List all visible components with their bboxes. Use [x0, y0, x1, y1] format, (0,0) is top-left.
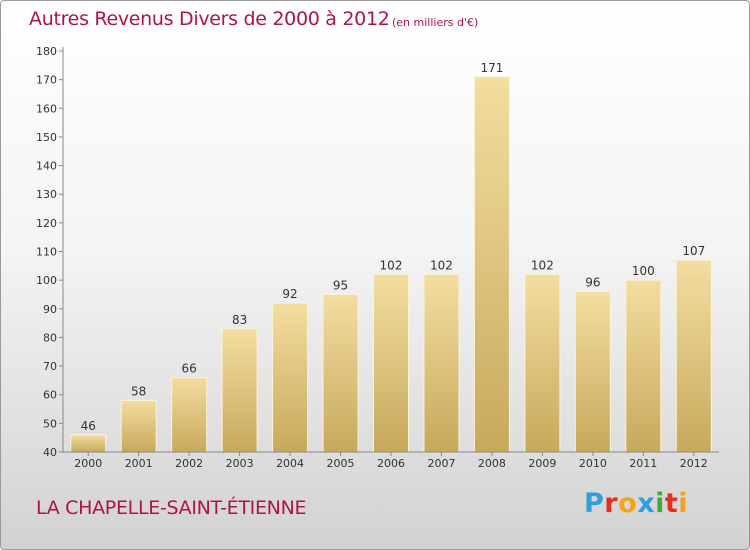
bar-2007: [423, 273, 460, 453]
x-tick-label: 2005: [327, 457, 355, 470]
logo-letter: i: [678, 488, 689, 519]
y-tick-label: 150: [36, 131, 57, 144]
y-tick-label: 80: [43, 331, 57, 344]
y-tick-label: 180: [36, 45, 57, 58]
bar-2008: [473, 76, 510, 453]
y-axis: 40 50 60 70 80 90 100 110 120 130 140 150 160 170 180: [36, 45, 64, 459]
chart-title: Autres Revenus Divers de 2000 à 2012: [29, 8, 390, 30]
x-tick-label: 2007: [427, 457, 455, 470]
x-tick-label: 2008: [478, 457, 506, 470]
y-tick-label: 50: [43, 417, 57, 430]
logo-letter: i: [655, 488, 665, 519]
logo-letter: o: [618, 488, 638, 519]
logo-letter: P: [584, 488, 605, 519]
bar-value-label: 58: [131, 384, 146, 398]
bar-2001: [120, 399, 157, 453]
bar-2006: [373, 273, 409, 453]
x-tick-label: 2003: [226, 457, 254, 470]
bar-2005: [322, 293, 359, 453]
chart-subtitle: (en milliers d'€): [392, 16, 479, 29]
bar-2000: [70, 434, 107, 453]
bars: 46 58 66 83 92 95 102 102 171 102 96 100 107: [70, 61, 712, 453]
bar-value-label: 102: [531, 258, 554, 272]
x-tick-label: 2000: [74, 457, 102, 470]
bar-2003: [221, 328, 258, 453]
y-tick-label: 120: [36, 217, 57, 230]
bar-2009: [524, 273, 561, 453]
commune-name: LA CHAPELLE-SAINT-ÉTIENNE: [36, 497, 307, 519]
x-tick-label: 2011: [629, 457, 657, 470]
bar-2011: [625, 279, 662, 453]
x-axis: 2000 2001 2002 2003 2004 2005 2006 2007 2008 2009…: [63, 451, 719, 470]
x-tick-label: 2006: [377, 457, 405, 470]
y-tick-label: 110: [36, 246, 57, 259]
y-tick-label: 70: [43, 360, 57, 373]
bar-value-label: 171: [480, 61, 503, 75]
bar-value-label: 96: [585, 276, 600, 290]
bar-value-label: 83: [232, 313, 247, 327]
proxiti-logo: Proxiti: [584, 488, 688, 519]
bar-value-label: 46: [81, 419, 96, 433]
bar-value-label: 95: [333, 278, 348, 292]
y-tick-label: 60: [43, 389, 57, 402]
bar-value-label: 107: [682, 244, 705, 258]
y-tick-label: 160: [36, 102, 57, 115]
y-tick-label: 140: [36, 160, 57, 173]
bar-2004: [272, 302, 309, 453]
bar-2002: [171, 377, 208, 453]
y-tick-label: 170: [36, 74, 57, 87]
bar-value-label: 102: [380, 258, 403, 272]
bar-value-label: 66: [182, 362, 197, 376]
bar-value-label: 100: [632, 264, 655, 278]
y-tick-label: 100: [36, 274, 57, 287]
x-tick-label: 2001: [125, 457, 153, 470]
bar-value-label: 92: [282, 287, 297, 301]
y-tick-label: 40: [43, 446, 57, 459]
x-tick-label: 2004: [276, 457, 304, 470]
logo-letter: x: [637, 488, 656, 519]
x-tick-label: 2002: [175, 457, 203, 470]
logo-letter: t: [664, 488, 679, 519]
bar-2012: [675, 259, 712, 453]
logo-letter: r: [604, 488, 619, 519]
x-tick-label: 2009: [528, 457, 556, 470]
x-tick-label: 2010: [579, 457, 607, 470]
x-tick-label: 2012: [680, 457, 708, 470]
bar-2010: [574, 291, 611, 453]
y-tick-label: 90: [43, 303, 57, 316]
bar-value-label: 102: [430, 258, 453, 272]
y-tick-label: 130: [36, 188, 57, 201]
